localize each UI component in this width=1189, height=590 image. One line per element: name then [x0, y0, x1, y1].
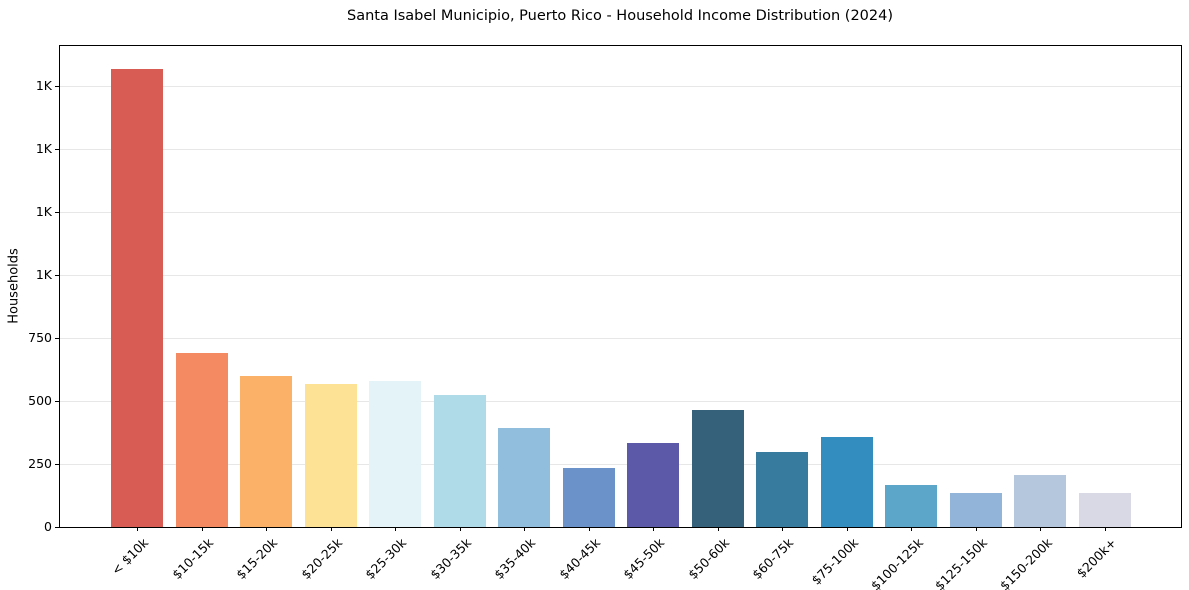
x-tick-label: $15-20k: [233, 535, 281, 583]
x-tick-mark: [911, 527, 912, 531]
y-tick-label: 1K: [35, 203, 52, 219]
bar-100-125k: [885, 485, 937, 527]
plot-area: [59, 45, 1182, 528]
bar-10k: [111, 68, 163, 527]
y-tick-mark: [55, 337, 59, 339]
x-tick-mark: [137, 527, 138, 531]
y-tick-label: 500: [28, 392, 52, 408]
bar-200k: [1078, 492, 1131, 527]
x-tick-label: $150-200k: [996, 535, 1055, 590]
y-tick-mark: [55, 148, 59, 150]
y-gridline: [60, 463, 1181, 465]
x-tick-mark: [459, 527, 461, 531]
y-tick-label: 1K: [35, 140, 52, 156]
x-tick-label: $20-25k: [298, 535, 346, 583]
x-tick-label: $10-15k: [169, 535, 217, 583]
y-tick-label: 1K: [35, 77, 52, 93]
x-tick-mark: [201, 527, 203, 531]
bar-150-200k: [1014, 474, 1066, 527]
bar-60-75k: [756, 451, 808, 527]
bar-50-60k: [691, 409, 744, 527]
bar-30-35k: [433, 395, 486, 527]
y-gridline: [60, 274, 1181, 276]
x-tick-label: $25-30k: [362, 535, 410, 583]
x-tick-mark: [717, 527, 719, 531]
bar-15-20k: [240, 376, 292, 527]
x-tick-label: $100-125k: [867, 535, 926, 590]
bar-125-150k: [949, 492, 1002, 527]
y-gridline: [60, 148, 1181, 150]
y-tick-label: 0: [44, 519, 52, 534]
y-gridline: [60, 337, 1181, 339]
bar-25-30k: [369, 381, 421, 527]
x-tick-mark: [395, 527, 396, 531]
y-axis-label: Households: [6, 248, 22, 324]
x-tick-label: $60-75k: [749, 535, 797, 583]
x-tick-mark: [524, 527, 525, 531]
x-tick-mark: [846, 527, 848, 531]
x-tick-label: < $10k: [108, 535, 152, 578]
bar-35-40k: [498, 428, 550, 527]
y-tick-label: 1K: [35, 266, 52, 282]
bar-20-25k: [304, 383, 357, 527]
y-tick-mark: [55, 274, 59, 276]
y-tick-mark: [55, 400, 59, 402]
x-tick-mark: [1104, 527, 1106, 531]
x-tick-label: $45-50k: [620, 535, 668, 583]
chart-title: Santa Isabel Municipio, Puerto Rico - Ho…: [346, 8, 894, 24]
x-tick-label: $200k+: [1073, 535, 1120, 581]
x-tick-mark: [975, 527, 977, 531]
x-tick-label: $125-150k: [931, 535, 991, 590]
x-tick-mark: [588, 527, 590, 531]
x-tick-label: $30-35k: [427, 535, 475, 583]
bar-10-15k: [175, 353, 228, 527]
x-tick-mark: [266, 527, 267, 531]
x-tick-label: $40-45k: [556, 535, 604, 583]
y-tick-mark: [55, 211, 59, 213]
x-tick-mark: [1040, 527, 1041, 531]
y-tick-label: 250: [28, 455, 52, 471]
y-gridline: [60, 85, 1181, 87]
x-tick-label: $35-40k: [491, 535, 539, 583]
y-tick-label: 750: [28, 329, 52, 345]
y-tick-mark: [55, 527, 59, 528]
y-tick-mark: [55, 463, 59, 465]
x-tick-mark: [653, 527, 654, 531]
bar-45-50k: [627, 443, 679, 527]
bar-75-100k: [820, 436, 873, 527]
bar-40-45k: [562, 468, 615, 527]
x-tick-label: $50-60k: [685, 535, 733, 583]
x-tick-mark: [330, 527, 332, 531]
y-tick-mark: [55, 85, 59, 87]
y-gridline: [60, 400, 1181, 402]
x-tick-label: $75-100k: [808, 535, 862, 588]
y-gridline: [60, 211, 1181, 213]
x-tick-mark: [782, 527, 783, 531]
